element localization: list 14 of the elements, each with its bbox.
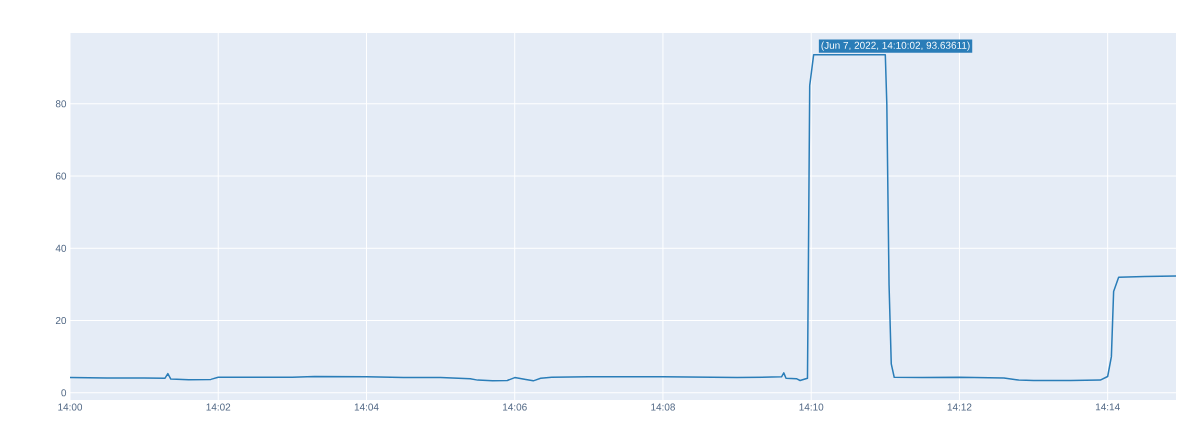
x-tick-label: 14:08 bbox=[651, 403, 675, 411]
y-tick-label: 60 bbox=[55, 172, 67, 180]
y-tick-label: 80 bbox=[55, 100, 67, 108]
y-tick-label: 0 bbox=[61, 389, 67, 397]
x-tick-label: 14:00 bbox=[58, 403, 83, 411]
y-tick-label: 20 bbox=[55, 316, 67, 325]
y-tick-label: 40 bbox=[55, 244, 67, 252]
x-tick-label: 14:14 bbox=[1095, 403, 1120, 411]
x-tick-label: 14:10 bbox=[799, 403, 824, 411]
x-tick-label: 14:02 bbox=[206, 403, 231, 411]
x-tick-label: 14:04 bbox=[354, 403, 379, 411]
x-tick-label: 14:06 bbox=[503, 403, 527, 411]
annotation: (Jun 7, 2022, 14:10:02, 93.63611) bbox=[821, 41, 970, 51]
x-tick-label: 14:12 bbox=[947, 403, 972, 411]
